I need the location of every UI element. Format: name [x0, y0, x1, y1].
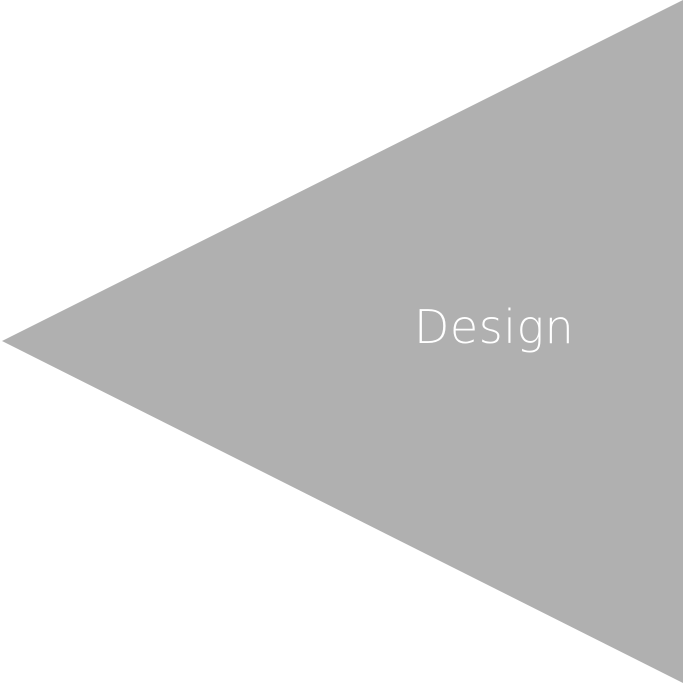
- design-label: Design: [414, 300, 575, 354]
